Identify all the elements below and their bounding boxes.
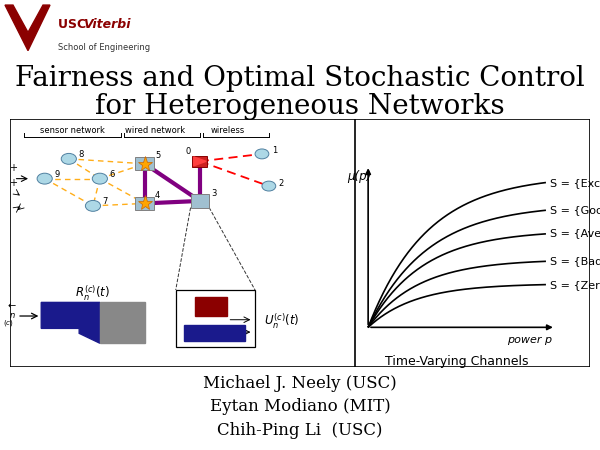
Circle shape xyxy=(37,173,52,184)
Text: S = {Excellent}: S = {Excellent} xyxy=(550,178,600,188)
Text: $(c)$: $(c)$ xyxy=(3,318,14,328)
Text: wired network: wired network xyxy=(125,126,185,135)
Text: Michael J. Neely (USC): Michael J. Neely (USC) xyxy=(203,375,397,392)
Circle shape xyxy=(61,153,76,164)
Text: $R_n^{(c)}(t)$: $R_n^{(c)}(t)$ xyxy=(76,284,110,303)
Text: 9: 9 xyxy=(55,170,59,179)
Text: μ(p): μ(p) xyxy=(347,170,371,183)
Circle shape xyxy=(262,181,276,191)
Text: USC: USC xyxy=(58,18,91,31)
Text: School of Engineering: School of Engineering xyxy=(58,42,150,51)
Text: 4: 4 xyxy=(155,191,160,200)
Text: wireless: wireless xyxy=(211,126,245,135)
Bar xyxy=(176,290,255,347)
Bar xyxy=(192,156,208,167)
Polygon shape xyxy=(100,302,145,343)
Text: +: + xyxy=(9,163,17,173)
Text: $U_n^{(c)}(t)$: $U_n^{(c)}(t)$ xyxy=(263,311,299,331)
Text: Chih-Ping Li  (USC): Chih-Ping Li (USC) xyxy=(217,422,383,438)
Text: S = {Zero}: S = {Zero} xyxy=(550,279,600,290)
Circle shape xyxy=(255,149,269,159)
Text: sensor network: sensor network xyxy=(40,126,105,135)
Text: Eytan Modiano (MIT): Eytan Modiano (MIT) xyxy=(209,398,391,415)
Text: 1: 1 xyxy=(272,146,277,155)
Text: 2: 2 xyxy=(278,179,284,188)
Text: Fairness and Optimal Stochastic Control: Fairness and Optimal Stochastic Control xyxy=(15,65,585,92)
Text: 6: 6 xyxy=(110,170,115,179)
Text: +: + xyxy=(9,178,17,188)
Text: $n$: $n$ xyxy=(8,311,15,320)
Text: S = {Good}: S = {Good} xyxy=(550,205,600,216)
Bar xyxy=(136,197,154,210)
Polygon shape xyxy=(194,157,206,166)
Text: for Heterogeneous Networks: for Heterogeneous Networks xyxy=(95,93,505,120)
Polygon shape xyxy=(184,325,245,341)
Text: $\leftarrow$: $\leftarrow$ xyxy=(6,301,17,310)
Text: 0: 0 xyxy=(185,147,190,156)
Text: 8: 8 xyxy=(79,150,84,159)
Text: Viterbi: Viterbi xyxy=(83,18,131,31)
Bar xyxy=(136,157,154,171)
Polygon shape xyxy=(195,297,227,316)
Circle shape xyxy=(85,200,101,212)
Circle shape xyxy=(92,173,107,184)
Text: 3: 3 xyxy=(211,189,216,198)
Text: S = {Bad}: S = {Bad} xyxy=(550,256,600,266)
Text: power p: power p xyxy=(507,335,552,346)
Text: 7: 7 xyxy=(103,197,108,206)
Text: 5: 5 xyxy=(155,151,160,160)
Polygon shape xyxy=(41,302,100,343)
Text: Time-Varying Channels: Time-Varying Channels xyxy=(385,355,529,368)
Polygon shape xyxy=(5,5,50,51)
Bar xyxy=(191,194,209,207)
Text: S = {Average}: S = {Average} xyxy=(550,229,600,239)
